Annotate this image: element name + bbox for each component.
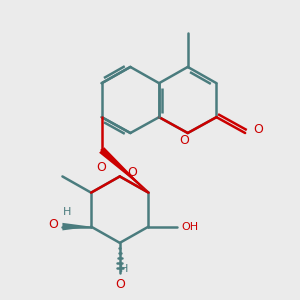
Text: O: O (128, 166, 137, 179)
Text: O: O (48, 218, 58, 231)
Text: H: H (120, 264, 128, 274)
Polygon shape (99, 147, 148, 193)
Text: O: O (115, 278, 125, 291)
Text: O: O (179, 134, 189, 147)
Polygon shape (62, 223, 91, 230)
Text: O: O (97, 160, 106, 174)
Text: OH: OH (182, 222, 199, 232)
Text: H: H (62, 207, 71, 217)
Text: O: O (254, 124, 263, 136)
